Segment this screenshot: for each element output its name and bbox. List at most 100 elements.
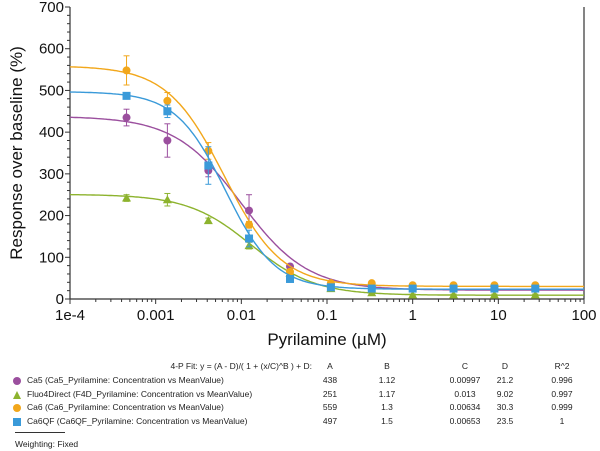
marker-square bbox=[531, 284, 540, 293]
fit-D: 23.5 bbox=[496, 415, 514, 426]
fit-D: 21.2 bbox=[496, 375, 514, 385]
y-tick-label: 600 bbox=[39, 41, 64, 58]
y-tick-label: 300 bbox=[39, 166, 64, 183]
fit-A: 559 bbox=[322, 402, 338, 413]
fit-A: 438 bbox=[322, 375, 338, 385]
fit-header-row: 4-P Fit: y = (A - D)/( 1 + (x/C)^B ) + D… bbox=[0, 361, 600, 374]
marker-square bbox=[245, 234, 254, 243]
data-point bbox=[245, 229, 254, 248]
fit-D: 9.02 bbox=[496, 388, 514, 399]
marker-square bbox=[163, 107, 172, 116]
fit-A: 251 bbox=[322, 388, 338, 399]
data-point bbox=[245, 220, 254, 229]
plot-area: Response over baseline (%) Pyrilamine (µ… bbox=[7, 0, 597, 349]
fit-R2: 0.999 bbox=[551, 402, 573, 413]
data-point bbox=[163, 104, 172, 119]
marker-square bbox=[286, 274, 295, 283]
y-tick-label: 0 bbox=[56, 291, 64, 308]
col-C: C bbox=[461, 361, 469, 371]
data-point bbox=[286, 274, 295, 283]
legend-row: Fluo4Direct (F4D_Pyrilamine: Concentrati… bbox=[0, 389, 600, 402]
data-point bbox=[367, 284, 376, 293]
data-point bbox=[326, 283, 335, 292]
data-point bbox=[162, 192, 172, 207]
marker-square bbox=[204, 161, 213, 170]
separator bbox=[15, 432, 65, 433]
x-axis-label: Pyrilamine (µM) bbox=[267, 330, 386, 349]
legend-series-name: Ca6QF (Ca6QF_Pyrilamine: Concentration v… bbox=[27, 415, 248, 426]
x-tick-label: 10 bbox=[490, 307, 507, 324]
legend-marker-square bbox=[13, 417, 21, 426]
marker-triangle bbox=[162, 195, 172, 204]
y-tick-label: 100 bbox=[39, 249, 64, 266]
x-tick-label: 0.001 bbox=[137, 307, 175, 324]
data-point bbox=[449, 284, 458, 293]
fit-B: 1.5 bbox=[381, 415, 393, 426]
marker-triangle bbox=[408, 290, 418, 299]
col-D: D bbox=[501, 361, 509, 371]
fit-R2: 1 bbox=[559, 415, 565, 426]
data-point bbox=[531, 284, 540, 293]
legend-marker-circle bbox=[13, 377, 21, 385]
y-tick-label: 700 bbox=[39, 0, 64, 16]
legend-row: Ca6QF (Ca6QF_Pyrilamine: Concentration v… bbox=[0, 416, 600, 429]
marker-circle bbox=[245, 220, 254, 229]
x-tick-label: 1 bbox=[408, 307, 416, 324]
legend-marker-circle bbox=[13, 404, 21, 413]
fit-B: 1.17 bbox=[378, 388, 396, 399]
fit-curve-0 bbox=[70, 116, 584, 291]
marker-circle bbox=[245, 206, 254, 215]
legend-series-name: Ca6 (Ca6_Pyrilamine: Concentration vs Me… bbox=[27, 402, 224, 413]
col-A: A bbox=[327, 361, 333, 371]
col-R2: R^2 bbox=[554, 361, 570, 371]
marker-circle bbox=[122, 66, 131, 75]
fit-C: 0.00653 bbox=[449, 415, 481, 426]
data-point bbox=[163, 123, 172, 158]
marker-square bbox=[449, 284, 458, 293]
y-tick-label: 200 bbox=[39, 208, 64, 225]
data-point bbox=[408, 284, 417, 293]
data-point bbox=[490, 284, 499, 293]
legend-marker-triangle bbox=[13, 390, 21, 399]
fit-C: 0.013 bbox=[454, 388, 476, 399]
legend-series-name: Ca5 (Ca5_Pyrilamine: Concentration vs Me… bbox=[27, 375, 224, 385]
data-point bbox=[204, 146, 213, 185]
weighting-label: Weighting: Fixed bbox=[15, 439, 79, 449]
data-point bbox=[122, 91, 131, 100]
marker-square bbox=[326, 283, 335, 292]
legend-row: Ca6 (Ca6_Pyrilamine: Concentration vs Me… bbox=[0, 402, 600, 415]
marker-triangle bbox=[530, 290, 540, 299]
data-point bbox=[203, 216, 213, 225]
x-tick-label: 0.01 bbox=[227, 307, 256, 324]
data-point bbox=[122, 55, 131, 86]
marker-square bbox=[490, 284, 499, 293]
marker-circle bbox=[122, 113, 131, 122]
marker-triangle bbox=[203, 216, 213, 225]
marker-triangle bbox=[449, 290, 459, 299]
data-point bbox=[489, 290, 499, 299]
fit-R2: 0.997 bbox=[551, 388, 573, 399]
marker-circle bbox=[163, 136, 172, 145]
x-tick-label: 1e-4 bbox=[55, 307, 85, 324]
marker-square bbox=[122, 91, 131, 100]
marker-triangle bbox=[122, 193, 132, 202]
col-B: B bbox=[384, 361, 390, 371]
x-tick-label: 0.1 bbox=[317, 307, 338, 324]
y-tick-label: 500 bbox=[39, 82, 64, 99]
fit-B: 1.3 bbox=[381, 402, 393, 413]
legend-series-name: Fluo4Direct (F4D_Pyrilamine: Concentrati… bbox=[27, 388, 253, 399]
data-point bbox=[122, 193, 132, 202]
fit-C: 0.00997 bbox=[449, 375, 481, 385]
data-point bbox=[122, 108, 131, 127]
data-point bbox=[449, 290, 459, 299]
data-point bbox=[408, 290, 418, 299]
marker-triangle bbox=[489, 290, 499, 299]
marker-square bbox=[367, 284, 376, 293]
fit-equation: 4-P Fit: y = (A - D)/( 1 + (x/C)^B ) + D… bbox=[170, 361, 312, 371]
x-tick-label: 100 bbox=[571, 307, 596, 324]
fit-R2: 0.996 bbox=[551, 375, 573, 385]
fit-table: 4-P Fit: y = (A - D)/( 1 + (x/C)^B ) + D… bbox=[0, 361, 600, 451]
y-tick-label: 400 bbox=[39, 124, 64, 141]
y-axis-label: Response over baseline (%) bbox=[7, 46, 26, 260]
